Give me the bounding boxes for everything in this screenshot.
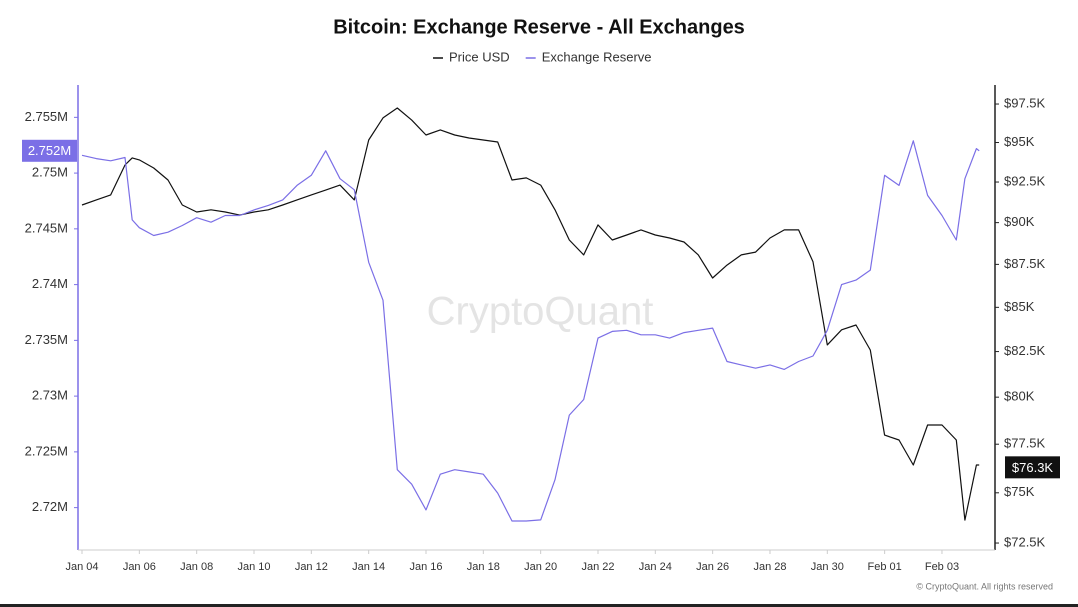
chart-title: Bitcoin: Exchange Reserve - All Exchange… xyxy=(333,16,745,38)
x-tick-label: Jan 24 xyxy=(639,561,672,573)
y-tick-label: 2.72M xyxy=(32,499,68,514)
series-line xyxy=(81,140,980,522)
legend-label: Exchange Reserve xyxy=(542,49,652,64)
x-tick-label: Jan 06 xyxy=(123,561,156,573)
bottom-border xyxy=(0,604,1078,607)
x-tick-label: Jan 20 xyxy=(524,561,557,573)
x-tick-label: Jan 12 xyxy=(295,561,328,573)
x-tick-label: Jan 14 xyxy=(352,561,385,573)
y-tick-label: 2.75M xyxy=(32,165,68,180)
y2-tick-label: $87.5K xyxy=(1004,256,1046,271)
y2-tick-label: $97.5K xyxy=(1004,95,1046,110)
y2-tick-label: $75K xyxy=(1004,484,1035,499)
y-tick-label: 2.725M xyxy=(25,443,68,458)
y-tick-label: 2.745M xyxy=(25,220,68,235)
legend-label: Price USD xyxy=(449,49,510,64)
watermark: CryptoQuant xyxy=(427,290,654,334)
y2-tick-label: $82.5K xyxy=(1004,343,1046,358)
series-line xyxy=(81,107,980,521)
y2-tick-label: $72.5K xyxy=(1004,534,1046,549)
current-label: 2.752M xyxy=(28,143,71,158)
x-tick-label: Jan 30 xyxy=(811,561,844,573)
y2-tick-label: $85K xyxy=(1004,299,1035,314)
current-label: $76.3K xyxy=(1012,460,1054,475)
x-tick-label: Jan 28 xyxy=(753,561,786,573)
y2-tick-label: $95K xyxy=(1004,134,1035,149)
current-badge xyxy=(1005,456,1060,479)
footer: © CryptoQuant. All rights reserved xyxy=(916,581,1053,591)
x-tick-label: Jan 08 xyxy=(180,561,213,573)
x-tick-label: Jan 16 xyxy=(409,561,442,573)
x-tick-label: Jan 22 xyxy=(581,561,614,573)
x-tick-label: Jan 10 xyxy=(237,561,270,573)
x-tick-label: Feb 01 xyxy=(868,561,902,573)
current-badge xyxy=(22,139,77,162)
y-tick-label: 2.73M xyxy=(32,388,68,403)
y2-tick-label: $92.5K xyxy=(1004,173,1046,188)
x-tick-label: Jan 18 xyxy=(467,561,500,573)
y2-tick-label: $90K xyxy=(1004,214,1035,229)
y2-tick-label: $77.5K xyxy=(1004,436,1046,451)
y-tick-label: 2.755M xyxy=(25,109,68,124)
x-tick-label: Jan 26 xyxy=(696,561,729,573)
x-tick-label: Feb 03 xyxy=(925,561,959,573)
x-tick-label: Jan 04 xyxy=(65,561,98,573)
y-tick-label: 2.74M xyxy=(32,276,68,291)
y-tick-label: 2.735M xyxy=(25,332,68,347)
y2-tick-label: $80K xyxy=(1004,389,1035,404)
